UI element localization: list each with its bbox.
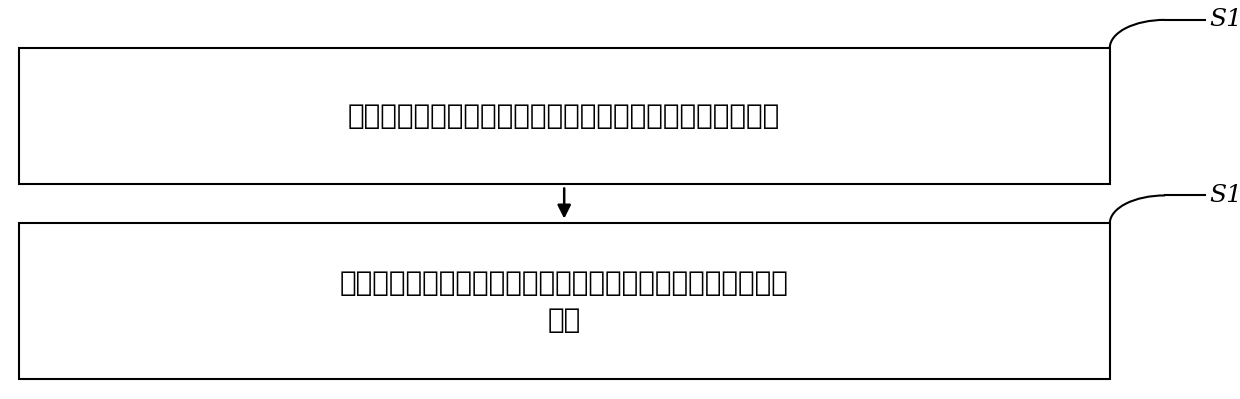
Bar: [19, 223, 1110, 379]
Text: S102: S102: [1209, 184, 1240, 207]
Text: 所述处于低温状态的待成形材料在电磁力的驱动下变形至模具
成形: 所述处于低温状态的待成形材料在电磁力的驱动下变形至模具 成形: [340, 269, 789, 334]
Bar: [19, 48, 1110, 184]
Text: 将待成形材料的温度降低，得到处于低温状态的待成形材料: 将待成形材料的温度降低，得到处于低温状态的待成形材料: [348, 102, 780, 130]
Text: S101: S101: [1209, 8, 1240, 32]
